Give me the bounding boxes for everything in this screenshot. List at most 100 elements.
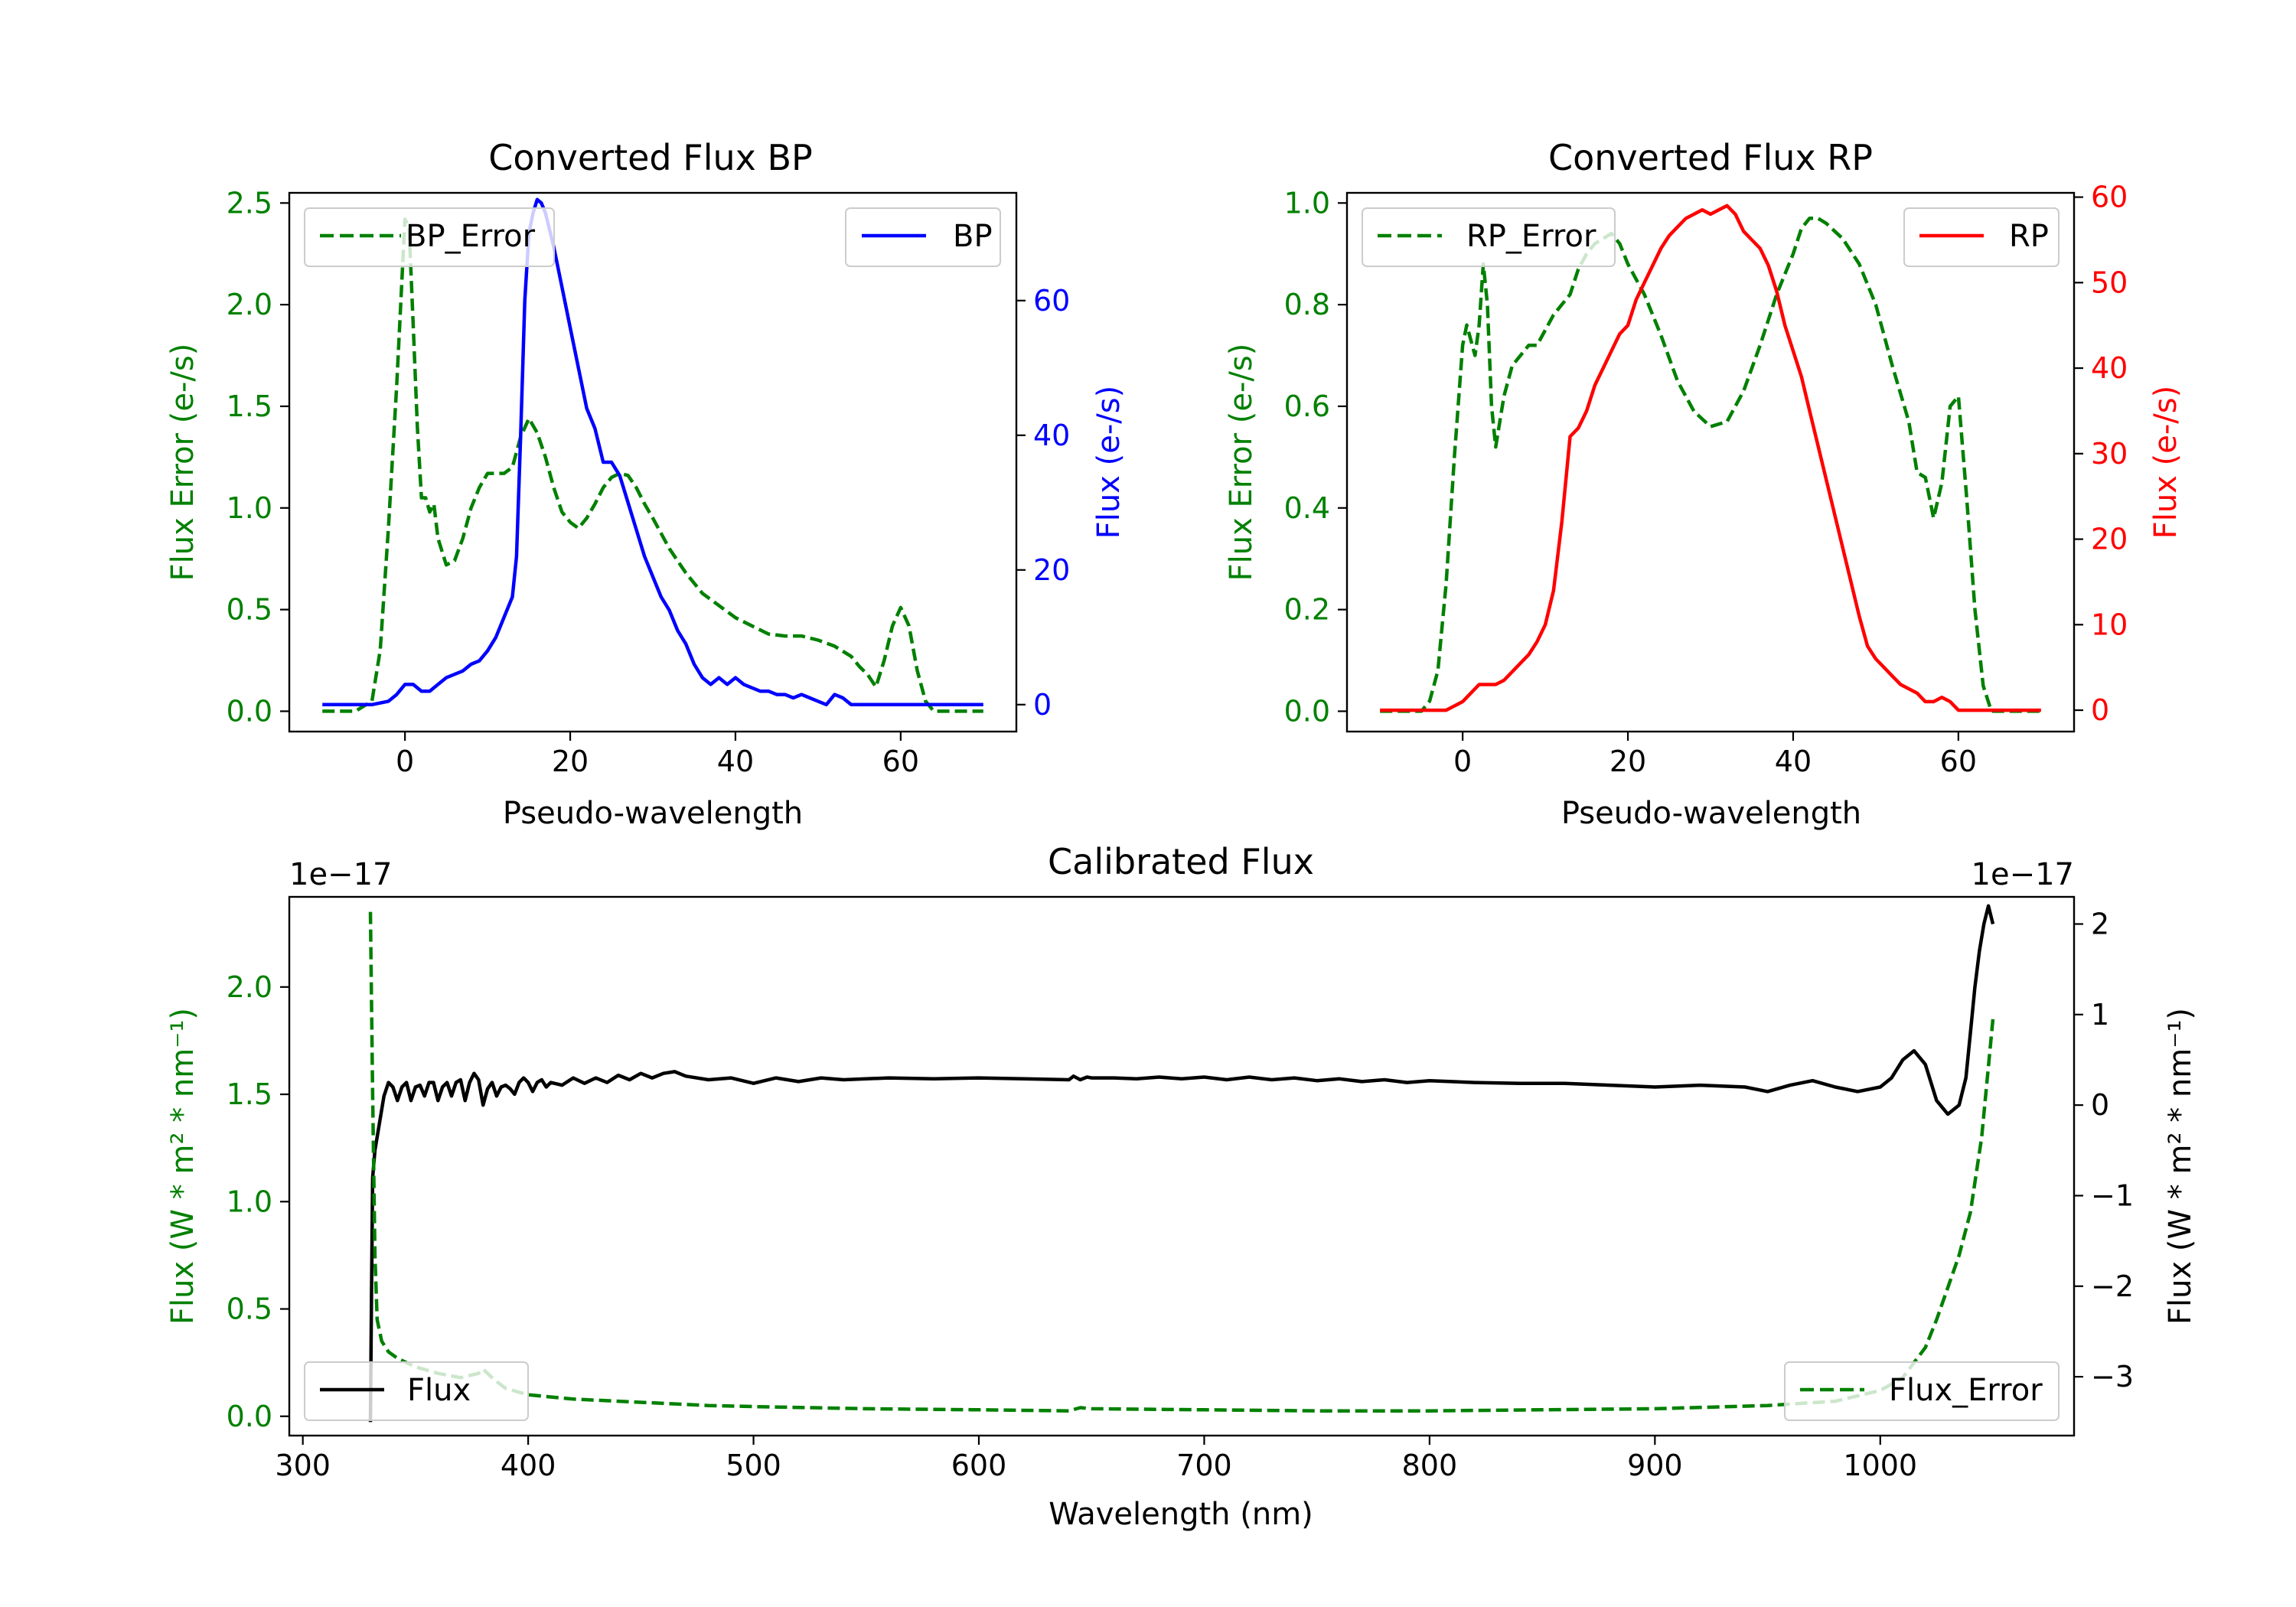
cal-series-flux-error-line bbox=[368, 911, 1995, 1413]
cal-right-offset-text: 1e−17 bbox=[1971, 857, 2074, 892]
cal-left-tick-label: 0.5 bbox=[227, 1292, 272, 1326]
bp-legend-error: BP_Error bbox=[304, 207, 555, 267]
cal-x-tick-label: 400 bbox=[501, 1449, 556, 1482]
rp-right-axis-ticks: 0 10 20 30 40 50 60 bbox=[2074, 181, 2128, 727]
cal-left-tick-label: 1.0 bbox=[227, 1185, 272, 1218]
rp-left-axis-ticks: 0.0 0.2 0.4 0.6 0.8 1.0 bbox=[1284, 186, 1347, 728]
cal-legend-flux-label: Flux bbox=[407, 1373, 471, 1408]
rp-legend-flux-label: RP bbox=[2009, 219, 2049, 254]
rp-legend-error: RP_Error bbox=[1362, 207, 1616, 267]
rp-x-tick-label: 40 bbox=[1775, 745, 1812, 778]
rp-right-tick-label: 20 bbox=[2091, 523, 2128, 556]
rp-right-tick-label: 0 bbox=[2091, 693, 2109, 727]
bp-right-tick-label: 20 bbox=[1033, 553, 1070, 587]
rp-right-tick-label: 40 bbox=[2091, 351, 2128, 385]
rp-x-tick-label: 60 bbox=[1940, 745, 1977, 778]
bp-left-tick-label: 1.0 bbox=[227, 491, 272, 525]
bp-right-axis-ticks: 0 20 40 60 bbox=[1016, 284, 1070, 722]
cal-left-ylabel: Flux (W * m² * nm⁻¹) bbox=[165, 1008, 201, 1325]
rp-x-tick-label: 0 bbox=[1453, 745, 1472, 778]
cal-x-axis-ticks: 300 400 500 600 700 800 900 1000 bbox=[275, 1436, 1917, 1482]
cal-legend-error: Flux_Error bbox=[1784, 1361, 2060, 1421]
cal-x-tick-label: 700 bbox=[1176, 1449, 1232, 1482]
rp-xlabel: Pseudo-wavelength bbox=[1561, 796, 1861, 831]
bp-x-axis-ticks: 0 20 40 60 bbox=[396, 732, 919, 778]
rp-left-tick-label: 0.8 bbox=[1284, 288, 1330, 321]
cal-legend-error-box bbox=[1784, 1361, 2060, 1421]
cal-series-flux-line bbox=[368, 904, 1995, 1423]
rp-title: Converted Flux RP bbox=[1548, 137, 1873, 178]
rp-x-axis-ticks: 0 20 40 60 bbox=[1453, 732, 1977, 778]
bp-legend-flux: BP bbox=[845, 207, 1001, 267]
cal-right-axis-ticks: −3 −2 −1 0 1 2 bbox=[2074, 907, 2134, 1393]
cal-subplot: Calibrated Flux 0.0 0.5 1.0 1.5 2.0 −3 −2 −1 0 1… bbox=[165, 841, 2198, 1532]
cal-left-offset-text: 1e−17 bbox=[289, 857, 392, 892]
rp-legend-flux: RP bbox=[1903, 207, 2060, 267]
cal-x-tick-label: 900 bbox=[1627, 1449, 1683, 1482]
rp-left-tick-label: 1.0 bbox=[1284, 186, 1330, 220]
cal-right-tick-label: −3 bbox=[2091, 1360, 2134, 1393]
cal-left-tick-label: 2.0 bbox=[227, 970, 272, 1004]
bp-axes-frame bbox=[288, 191, 1018, 733]
cal-left-tick-label: 1.5 bbox=[227, 1077, 272, 1111]
rp-x-tick-label: 20 bbox=[1609, 745, 1646, 778]
cal-right-tick-label: 0 bbox=[2091, 1088, 2109, 1122]
bp-x-tick-label: 0 bbox=[396, 745, 414, 778]
rp-right-tick-label: 10 bbox=[2091, 608, 2128, 641]
cal-right-tick-label: 2 bbox=[2091, 907, 2109, 940]
bp-left-axis-ticks: 0.0 0.5 1.0 1.5 2.0 2.5 bbox=[227, 186, 289, 728]
cal-right-tick-label: −1 bbox=[2091, 1178, 2134, 1212]
rp-plot-area bbox=[1380, 204, 2041, 713]
cal-axes-frame bbox=[288, 895, 2076, 1437]
cal-xlabel: Wavelength (nm) bbox=[1049, 1497, 1313, 1532]
bp-right-ylabel: Flux (e-/s) bbox=[1091, 386, 1127, 539]
cal-title: Calibrated Flux bbox=[1048, 841, 1314, 882]
rp-left-tick-label: 0.2 bbox=[1284, 593, 1330, 627]
bp-left-tick-label: 2.0 bbox=[227, 288, 272, 321]
cal-legend-flux: Flux bbox=[304, 1361, 529, 1421]
bp-title: Converted Flux BP bbox=[488, 137, 813, 178]
rp-right-tick-label: 60 bbox=[2091, 181, 2128, 214]
bp-right-tick-label: 40 bbox=[1033, 419, 1070, 452]
cal-plot-area bbox=[368, 904, 1995, 1423]
rp-right-tick-label: 30 bbox=[2091, 437, 2128, 471]
bp-series-bp-error-line bbox=[322, 217, 983, 713]
rp-left-tick-label: 0.4 bbox=[1284, 491, 1330, 525]
bp-left-tick-label: 2.5 bbox=[227, 186, 272, 220]
bp-right-tick-label: 60 bbox=[1033, 284, 1070, 318]
bp-left-tick-label: 0.5 bbox=[227, 593, 272, 627]
cal-x-tick-label: 800 bbox=[1402, 1449, 1458, 1482]
rp-right-ylabel: Flux (e-/s) bbox=[2148, 386, 2183, 539]
cal-x-tick-label: 1000 bbox=[1843, 1449, 1917, 1482]
bp-x-tick-label: 20 bbox=[552, 745, 589, 778]
rp-left-tick-label: 0.6 bbox=[1284, 390, 1330, 423]
cal-left-tick-label: 0.0 bbox=[227, 1400, 272, 1433]
bp-x-tick-label: 60 bbox=[882, 745, 919, 778]
cal-left-axis-ticks: 0.0 0.5 1.0 1.5 2.0 bbox=[227, 970, 289, 1433]
cal-right-tick-label: −2 bbox=[2091, 1270, 2134, 1303]
bp-x-tick-label: 40 bbox=[717, 745, 754, 778]
bp-legend-flux-label: BP bbox=[953, 219, 993, 254]
rp-legend-error-box bbox=[1362, 207, 1616, 267]
bp-plot-area bbox=[322, 197, 983, 713]
bp-left-tick-label: 1.5 bbox=[227, 390, 272, 423]
bp-xlabel: Pseudo-wavelength bbox=[503, 796, 803, 831]
rp-series-rp-line bbox=[1380, 204, 2041, 712]
cal-right-ylabel: Flux (W * m² * nm⁻¹) bbox=[2163, 1008, 2198, 1325]
bp-subplot: Converted Flux BP 0.0 0.5 1.0 1.5 2.0 2.5 0 20… bbox=[165, 137, 1127, 831]
rp-left-ylabel: Flux Error (e-/s) bbox=[1224, 344, 1259, 582]
bp-legend-error-box bbox=[304, 207, 555, 267]
cal-legend-flux-box bbox=[304, 1361, 529, 1421]
bp-left-tick-label: 0.0 bbox=[227, 694, 272, 728]
bp-legend-error-label: BP_Error bbox=[406, 219, 536, 254]
bp-right-tick-label: 0 bbox=[1033, 688, 1052, 722]
cal-x-tick-label: 500 bbox=[726, 1449, 781, 1482]
cal-legend-error-label: Flux_Error bbox=[1889, 1373, 2043, 1408]
cal-x-tick-label: 600 bbox=[951, 1449, 1007, 1482]
rp-series-rp-error-line bbox=[1380, 216, 2041, 713]
cal-right-tick-label: 1 bbox=[2091, 998, 2109, 1032]
rp-subplot: Converted Flux RP 0.0 0.2 0.4 0.6 0.8 1.0 0 10… bbox=[1224, 137, 2183, 831]
bp-left-ylabel: Flux Error (e-/s) bbox=[165, 344, 201, 582]
rp-right-tick-label: 50 bbox=[2091, 266, 2128, 299]
